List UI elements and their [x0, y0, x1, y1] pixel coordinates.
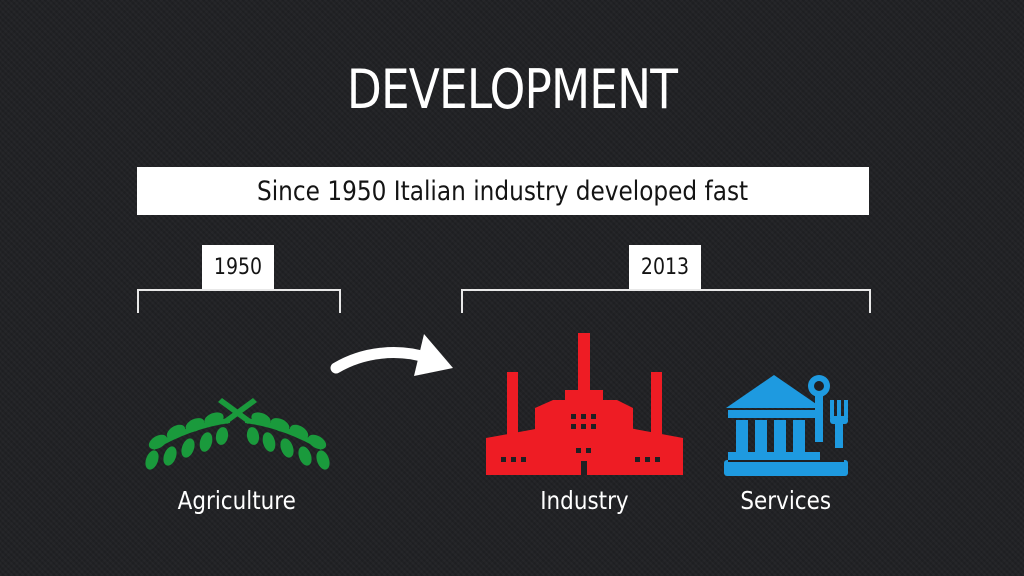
- year-label: 1950: [213, 254, 263, 280]
- period-bracket-2013: [461, 289, 871, 313]
- year-badge-1950: 1950: [202, 245, 274, 289]
- year-badge-2013: 2013: [629, 245, 701, 289]
- sector-label-services: Services: [740, 486, 832, 515]
- sector-label-industry: Industry: [539, 486, 629, 515]
- curved-arrow-icon: [330, 334, 453, 376]
- bank-tools-icon: [724, 375, 848, 476]
- year-label: 2013: [640, 254, 690, 280]
- slide-title: DEVELOPMENT: [346, 58, 678, 121]
- factory-icon: [486, 333, 683, 475]
- olive-branch-icon: [145, 398, 330, 470]
- sector-label-agriculture: Agriculture: [177, 486, 297, 515]
- banner: Since 1950 Italian industry developed fa…: [137, 167, 869, 215]
- banner-text: Since 1950 Italian industry developed fa…: [257, 175, 749, 207]
- period-bracket-1950: [137, 289, 341, 313]
